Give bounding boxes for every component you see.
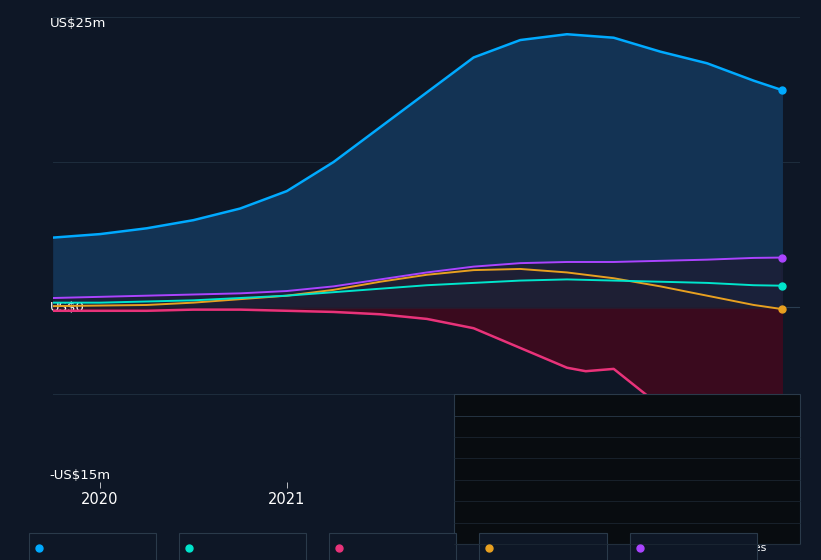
Text: -US$151.771k: -US$151.771k bbox=[621, 507, 706, 517]
Text: Earnings: Earnings bbox=[204, 543, 252, 553]
Text: profit margin: profit margin bbox=[710, 464, 785, 474]
Text: -US$15m: -US$15m bbox=[49, 469, 111, 482]
Text: Cash From Op: Cash From Op bbox=[464, 507, 540, 517]
Text: Cash From Op: Cash From Op bbox=[504, 543, 582, 553]
Text: /yr: /yr bbox=[710, 443, 728, 452]
Text: Operating Expenses: Operating Expenses bbox=[464, 529, 574, 539]
Text: /yr: /yr bbox=[710, 529, 728, 539]
Text: US$0: US$0 bbox=[49, 301, 85, 314]
Text: /yr: /yr bbox=[710, 421, 728, 431]
Text: Free Cash Flow: Free Cash Flow bbox=[464, 486, 546, 496]
Text: Jun 30 2023: Jun 30 2023 bbox=[462, 399, 540, 412]
Text: Revenue: Revenue bbox=[53, 543, 102, 553]
Text: 9.9%: 9.9% bbox=[621, 464, 650, 474]
Text: US$25m: US$25m bbox=[49, 17, 106, 30]
Text: US$4.278m: US$4.278m bbox=[621, 529, 690, 539]
Text: -US$11.794m: -US$11.794m bbox=[621, 486, 702, 496]
Text: /yr: /yr bbox=[710, 486, 728, 496]
Text: /yr: /yr bbox=[710, 507, 728, 517]
Text: Earnings: Earnings bbox=[464, 443, 511, 452]
Text: Free Cash Flow: Free Cash Flow bbox=[354, 543, 438, 553]
Text: Revenue: Revenue bbox=[464, 421, 511, 431]
Text: Operating Expenses: Operating Expenses bbox=[654, 543, 767, 553]
Text: US$1.862m: US$1.862m bbox=[621, 443, 690, 452]
Text: US$18.713m: US$18.713m bbox=[621, 421, 698, 431]
